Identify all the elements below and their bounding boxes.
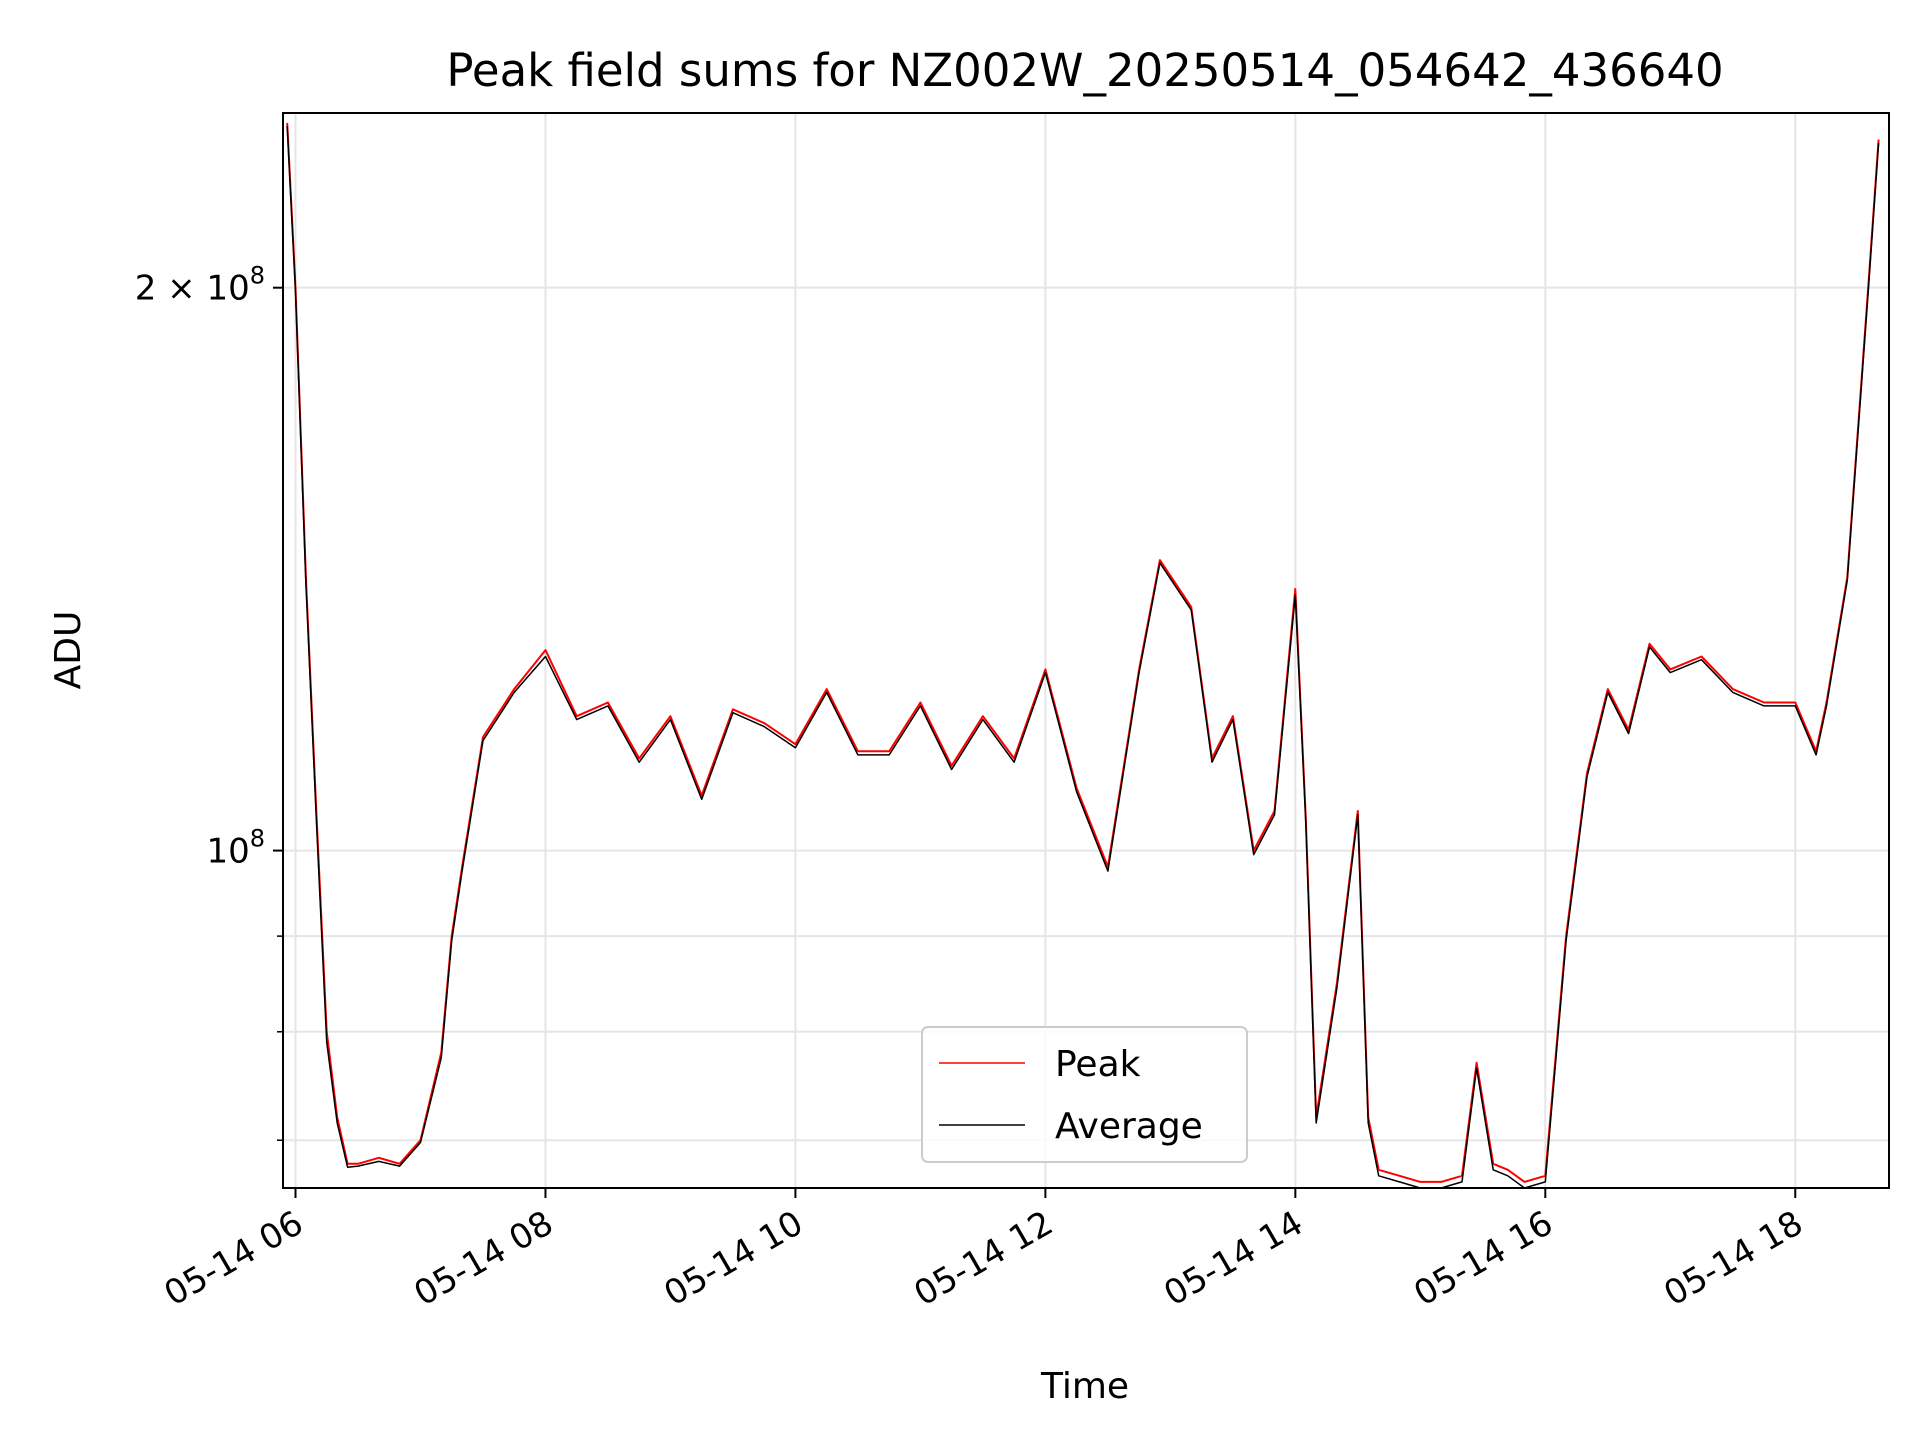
y-tick-label: 2 × 108 [135,262,265,309]
y-tick-label: 108 [206,825,265,872]
plot-frame [282,112,1890,1189]
series-line-average [286,126,1880,1188]
chart-title: Peak field sums for NZ002W_20250514_0546… [446,44,1723,97]
y-axis-label: ADU [48,611,89,690]
data-lines [286,122,1880,1188]
legend-label-peak: Peak [1055,1044,1141,1085]
legend-box [921,1026,1248,1163]
legend-label-average: Average [1055,1106,1203,1147]
y-axis-ticks: 2 × 108 108 [135,262,283,1141]
x-axis-label: Time [1040,1366,1129,1407]
legend: Peak Average [921,1026,1248,1163]
